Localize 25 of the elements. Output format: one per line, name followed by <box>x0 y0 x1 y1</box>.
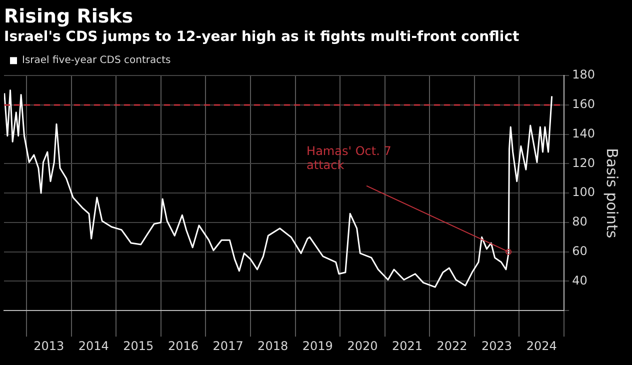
annotation: Hamas' Oct. 7 attack <box>306 144 392 172</box>
y-tick-label: 180 <box>572 68 595 82</box>
y-tick-label: 60 <box>572 244 588 258</box>
x-tick-label: 2022 <box>436 338 468 353</box>
y-axis-title: Basis points <box>603 148 622 238</box>
chart-title: Rising Risks <box>4 5 134 28</box>
y-tick-label: 120 <box>572 156 595 170</box>
x-tick-label: 2021 <box>392 338 423 353</box>
y-tick-label: 40 <box>572 273 588 288</box>
x-tick-label: 2015 <box>123 338 154 353</box>
y-tick-label: 140 <box>572 126 595 140</box>
x-tick-label: 2020 <box>347 338 378 353</box>
x-tick-label: 2024 <box>526 338 557 353</box>
x-tick-label: 2023 <box>481 338 512 353</box>
chart-subtitle: Israel's CDS jumps to 12-year high as it fights multi-front conflict <box>4 28 520 45</box>
y-tick-label: 100 <box>572 185 595 200</box>
legend-label: Israel five-year CDS contracts <box>22 55 171 66</box>
x-tick-label: 2019 <box>302 338 333 353</box>
x-tick-label: 2018 <box>258 338 288 353</box>
x-tick-label: 2014 <box>78 338 109 353</box>
y-tick-label: 160 <box>572 97 595 112</box>
x-tick-label: 2017 <box>212 338 244 353</box>
y-tick-label: 80 <box>572 214 588 229</box>
x-tick-label: 2013 <box>34 338 64 353</box>
x-tick-label: 2016 <box>168 338 199 353</box>
